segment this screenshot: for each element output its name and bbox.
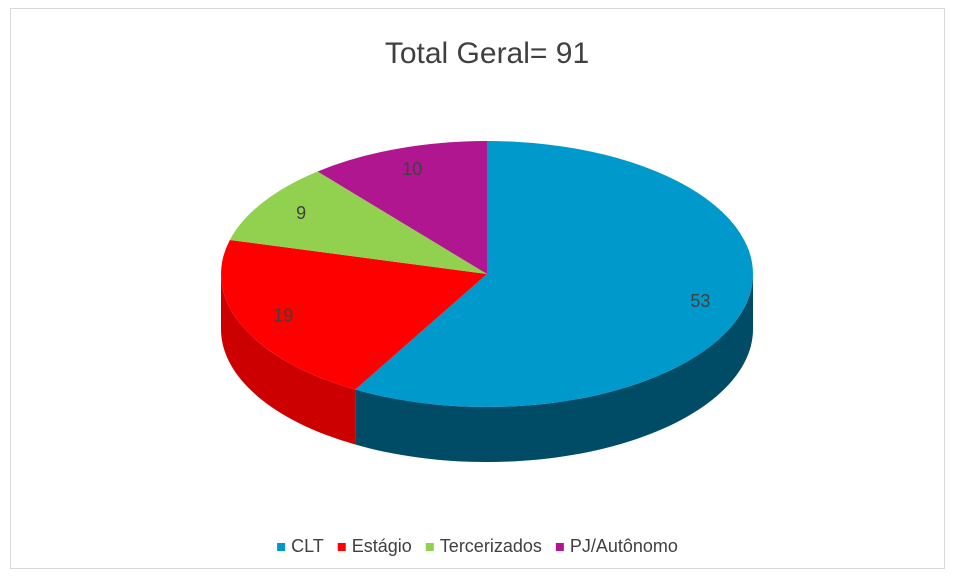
- data-label: 9: [296, 203, 306, 223]
- legend-label: PJ/Autônomo: [570, 536, 678, 556]
- data-label: 53: [690, 291, 710, 311]
- slice: [355, 141, 753, 408]
- slice: [229, 171, 487, 274]
- chart-title: Total Geral= 91: [385, 37, 589, 70]
- legend-swatch: [277, 543, 286, 551]
- slice: [220, 239, 487, 390]
- legend-label: Tercerizados: [440, 536, 542, 556]
- legend-label: Estágio: [352, 536, 412, 556]
- slice: [317, 141, 487, 274]
- slice-side: [221, 274, 356, 445]
- legend-swatch: [425, 543, 434, 551]
- legend-swatch: [555, 543, 564, 551]
- data-label: 19: [273, 305, 293, 325]
- legend-swatch: [337, 543, 346, 551]
- slice-side-shade: [221, 274, 356, 445]
- legend-label: CLT: [291, 536, 324, 556]
- legend: CLT Estágio Tercerizados PJ/Autônomo: [277, 536, 678, 556]
- data-label: 10: [402, 159, 422, 179]
- slice-side-shade: [355, 274, 753, 463]
